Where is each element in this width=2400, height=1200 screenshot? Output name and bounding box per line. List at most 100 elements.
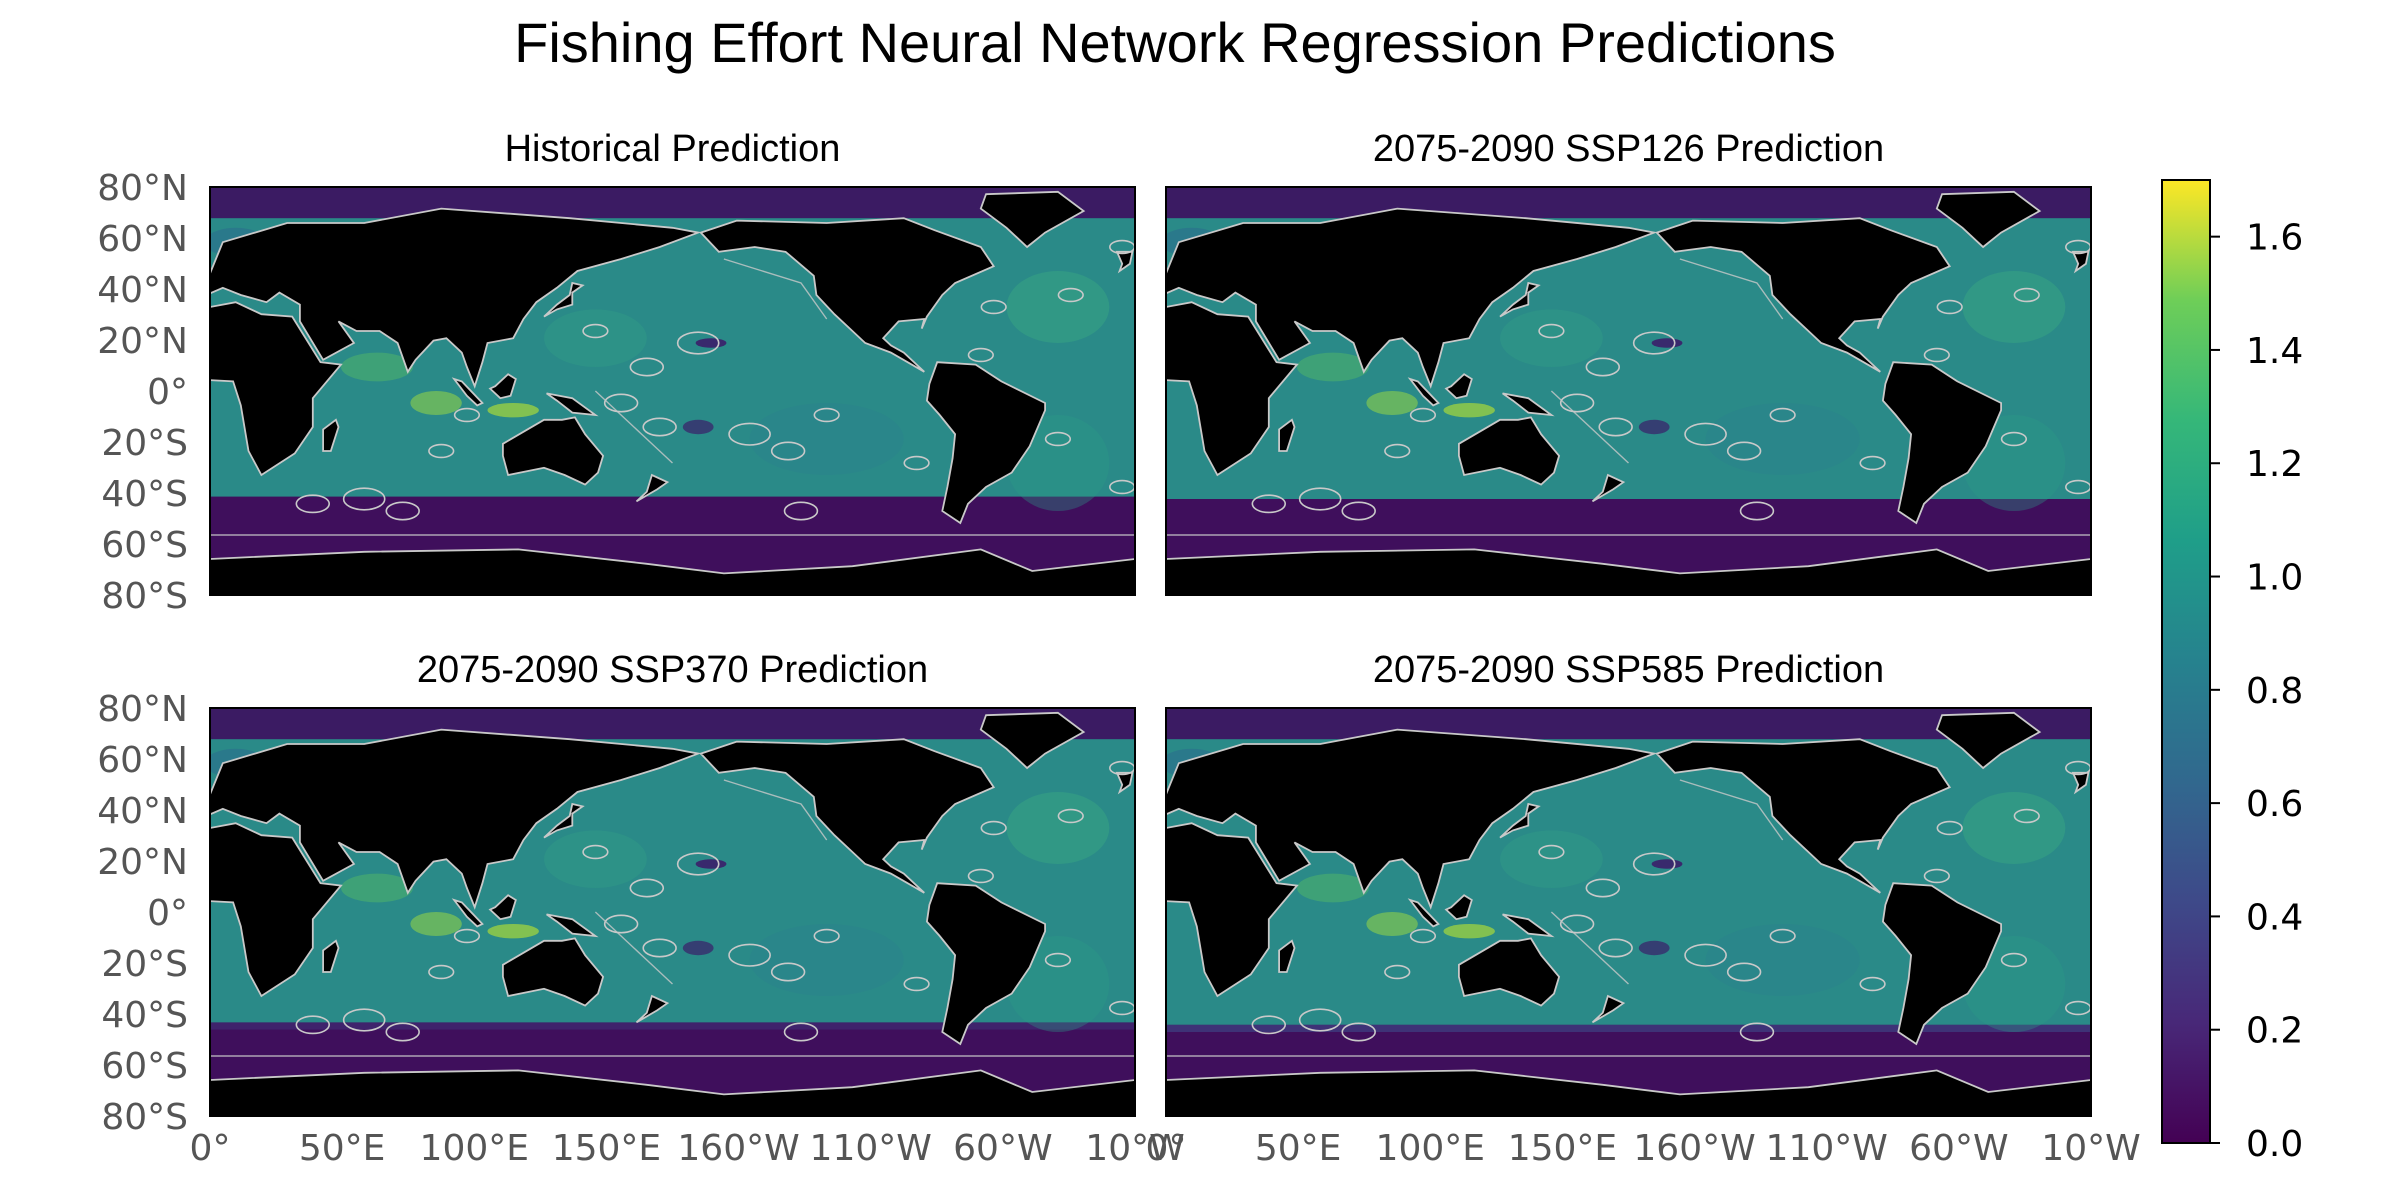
eez-boundary [1769,407,1796,423]
y-tick-label: 40°N [97,270,188,311]
y-tick-label: 0° [147,893,188,934]
arctic-band [1166,708,2091,740]
land-greenland [1935,711,2042,770]
effort-region [1006,271,1110,343]
x-tick-label: 50°E [299,1128,386,1169]
eez-boundary [1598,938,1633,958]
eez-boundary [642,938,677,958]
eez-boundary [642,417,677,437]
map-panel-ssp370: 2075-2090 SSP370 Prediction 80°N 60°N 40°N 2… [97,649,1184,1169]
eez-boundary [1341,1022,1376,1042]
effort-region [341,352,413,382]
eez-boundary [1251,1015,1287,1035]
effort-region [487,924,539,939]
eez-boundary [295,1015,331,1035]
panel-title: Historical Prediction [505,128,841,170]
land-sumatra [1407,377,1440,407]
land-newZealand [635,994,670,1024]
arctic-band [210,187,1135,219]
eez-boundary [603,393,639,413]
x-tick-label: 110°W [810,1128,932,1169]
eez-boundary [342,1008,386,1032]
eez-boundary-line [1550,390,1629,464]
eez-boundary-line [1679,258,1784,320]
eez-boundary-line [723,779,828,841]
eez-boundary [1559,393,1595,413]
x-tick-label: 50°E [1255,1128,1342,1169]
land-greenland [979,711,1086,770]
eez-boundary [1409,928,1437,944]
land-antarctica [1166,1069,2091,1116]
x-tick-label: 10°W [2041,1128,2140,1169]
land-eurasia [210,728,702,910]
eez-boundary [1923,347,1950,363]
eez-boundary [2013,808,2040,824]
eez-boundary [980,299,1007,315]
eez-boundary [903,455,930,471]
effort-region [1651,338,1683,348]
panels: Historical Prediction80°N60°N40°N20°N0°2… [97,128,2140,1169]
colorbar: 0.0 0.2 0.4 0.6 0.8 1.0 1.2 1.4 1.6 [2161,179,2303,1165]
eez-boundary [813,928,840,944]
effort-region [682,940,714,956]
effort-region [410,391,462,415]
effort-region [1006,792,1110,864]
eez-boundary [1936,820,1963,836]
eez-boundary [1044,431,1072,447]
land-sumatra [451,377,484,407]
panel-frame [1165,707,2092,1117]
eez-boundary [629,878,665,898]
eez-boundary [1251,494,1287,514]
land-northAmerica [1655,738,1952,894]
eez-boundary [428,443,455,459]
eez-boundary [1598,417,1633,437]
eez-boundary [1632,331,1676,355]
colorbar-tick-label: 1.0 [2246,558,2303,599]
eez-boundary [1298,487,1342,511]
y-tick-label: 0° [147,372,188,413]
eez-boundary [1341,501,1376,521]
eez-boundary [1057,287,1084,303]
land-japan [543,802,585,839]
x-tick-label: 0° [1146,1128,1187,1169]
land-japan [1499,802,1541,839]
land-antarctica [210,548,1135,595]
eez-boundary-line [594,390,673,464]
eez-boundary [2000,431,2028,447]
eez-boundary [770,441,806,461]
land-newGuinea [1502,392,1555,417]
land-borneo [1444,894,1473,921]
eez-boundary-line [594,911,673,985]
land-sumatra [451,898,484,928]
eez-boundary [1726,962,1762,982]
land-newGuinea [1502,913,1555,938]
land-australia [501,416,605,486]
eez-boundary [582,323,609,339]
eez-boundary [385,1022,420,1042]
map-panel-historical: Historical Prediction 80°N 60°N 40°N 20°N 0° 2… [97,128,1136,617]
eez-boundary [2013,287,2040,303]
eez-boundary [582,844,609,860]
eez-boundary [967,347,994,363]
land-africa [1166,822,1299,998]
eez-boundary [676,331,720,355]
x-tick-label: 160°W [677,1128,799,1169]
panel-frame [209,707,1136,1117]
land-northAmerica [1655,217,1952,373]
eez-boundary [1044,952,1072,968]
eez-boundary [295,494,331,514]
panel-frame [209,186,1136,596]
x-tick-label: 110°W [1766,1128,1888,1169]
colorbar-tick-label: 0.2 [2246,1011,2303,1052]
land-southAmerica [925,882,1046,1046]
effort-region [749,403,904,475]
eez-boundary [1384,964,1411,980]
y-tick-label: 80°S [101,1097,188,1138]
arctic-band [210,708,1135,740]
eez-boundary [1739,1022,1775,1042]
eez-boundary [967,868,994,884]
land-greenland [1935,190,2042,249]
land-newGuinea [546,392,599,417]
colorbar-tick-label: 0.8 [2246,671,2303,712]
